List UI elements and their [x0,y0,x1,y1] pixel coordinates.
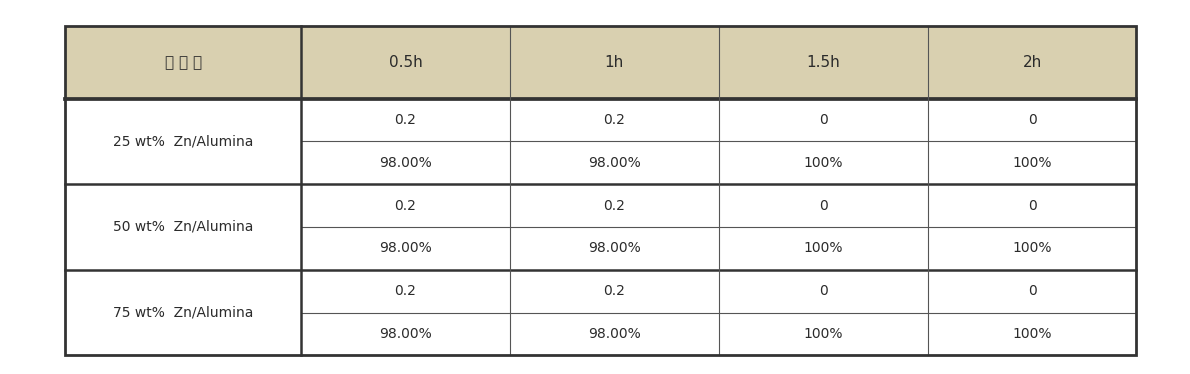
Bar [509,26,719,99]
Text: 0.2: 0.2 [395,284,416,298]
Bar [928,141,1136,184]
Text: 100%: 100% [1013,156,1052,170]
Bar [719,141,928,184]
Bar [719,26,928,99]
Text: 0.2: 0.2 [603,113,625,127]
Bar [65,270,301,355]
Bar [719,184,928,227]
Bar [509,270,719,313]
Bar [301,227,509,270]
Text: 0: 0 [1028,113,1036,127]
Bar [65,26,1136,355]
Text: 흡 착 제: 흡 착 제 [164,55,202,70]
Bar [509,313,719,355]
Bar [301,141,509,184]
Bar [719,313,928,355]
Text: 25 wt%  Zn/Alumina: 25 wt% Zn/Alumina [113,134,253,148]
Bar [719,99,928,141]
Text: 0: 0 [819,113,827,127]
Text: 1.5h: 1.5h [807,55,840,70]
Bar [719,270,928,313]
Text: 100%: 100% [1013,327,1052,341]
Bar [301,184,509,227]
Text: 0.2: 0.2 [395,199,416,212]
Text: 1h: 1h [605,55,624,70]
Text: 98.00%: 98.00% [380,241,432,255]
Bar [301,313,509,355]
Text: 98.00%: 98.00% [588,241,640,255]
Bar [65,99,301,184]
Text: 0.2: 0.2 [395,113,416,127]
Text: 2h: 2h [1022,55,1041,70]
Text: 0: 0 [1028,284,1036,298]
Bar [65,26,301,99]
Bar [509,227,719,270]
Bar [928,227,1136,270]
Bar [65,184,301,270]
Bar [928,26,1136,99]
Text: 98.00%: 98.00% [380,327,432,341]
Bar [719,227,928,270]
Bar [509,184,719,227]
Bar [301,26,509,99]
Text: 50 wt%  Zn/Alumina: 50 wt% Zn/Alumina [113,220,253,234]
Text: 0.5h: 0.5h [389,55,422,70]
Text: 0.2: 0.2 [603,284,625,298]
Bar [928,313,1136,355]
Text: 100%: 100% [803,327,843,341]
Text: 100%: 100% [1013,241,1052,255]
Bar [509,99,719,141]
Text: 0.2: 0.2 [603,199,625,212]
Bar [928,270,1136,313]
Text: 98.00%: 98.00% [588,156,640,170]
Text: 0: 0 [819,199,827,212]
Text: 0: 0 [1028,199,1036,212]
Text: 98.00%: 98.00% [588,327,640,341]
Bar [928,99,1136,141]
Bar [301,270,509,313]
Text: 75 wt%  Zn/Alumina: 75 wt% Zn/Alumina [113,306,253,319]
Text: 100%: 100% [803,241,843,255]
Text: 0: 0 [819,284,827,298]
Bar [509,141,719,184]
Text: 100%: 100% [803,156,843,170]
Text: 98.00%: 98.00% [380,156,432,170]
Bar [301,99,509,141]
Bar [928,184,1136,227]
